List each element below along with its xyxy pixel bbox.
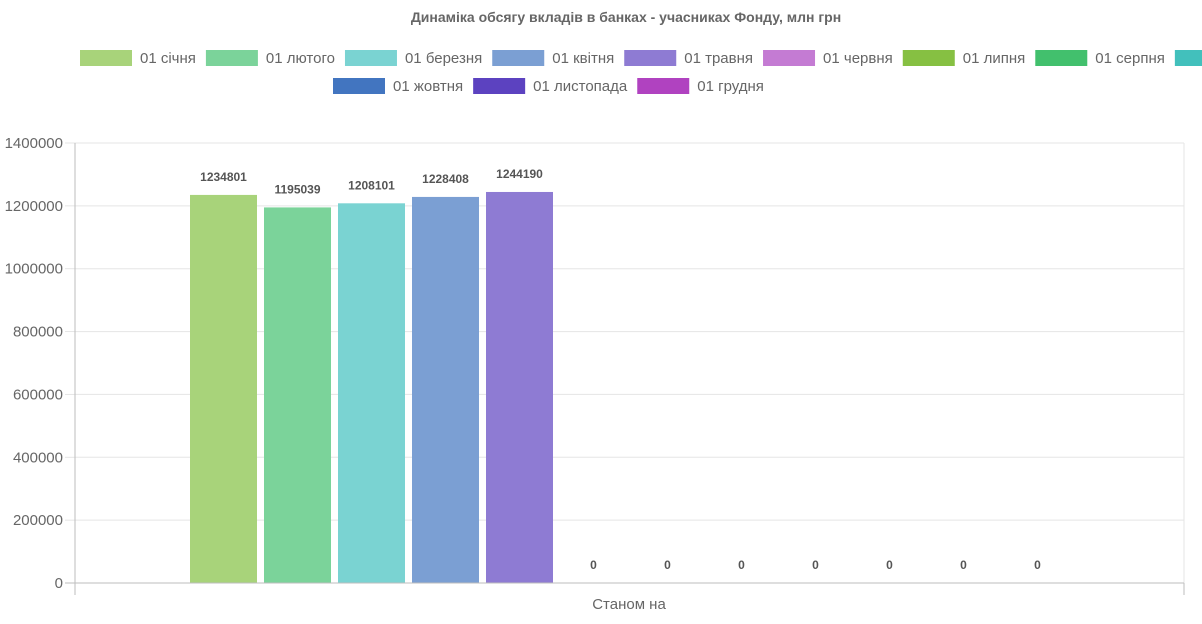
y-tick-label: 1000000	[5, 261, 63, 278]
legend-swatch	[902, 50, 955, 66]
data-label: 1195039	[274, 182, 320, 196]
data-label: 0	[1034, 558, 1041, 572]
legend-item[interactable]: 01 січня	[80, 50, 196, 67]
legend-item[interactable]: 01 жовтня	[333, 78, 463, 95]
data-label: 1244190	[496, 167, 543, 181]
y-tick-label: 200000	[13, 512, 63, 529]
bar[interactable]	[486, 191, 553, 583]
y-tick-label: 1200000	[5, 198, 63, 215]
legend-label: 01 травня	[684, 50, 753, 67]
y-tick-label: 600000	[13, 386, 63, 403]
legend-swatch	[624, 50, 677, 66]
legend-label: 01 квітня	[552, 50, 614, 67]
y-tick-label: 400000	[13, 449, 63, 466]
data-label: 0	[886, 558, 893, 572]
legend-label: 01 лютого	[266, 50, 335, 67]
y-tick-label: 1400000	[5, 135, 63, 152]
grid	[65, 142, 1185, 584]
data-label: 0	[960, 558, 967, 572]
legend-label: 01 липня	[963, 50, 1026, 67]
bars	[190, 191, 553, 584]
data-label: 0	[664, 558, 671, 572]
bar[interactable]	[264, 207, 331, 583]
legend-item[interactable]: 01 серпня	[1035, 50, 1165, 67]
legend-item[interactable]: 01 лютого	[205, 50, 335, 67]
axes: 0 200000 400000 600000 800000 1000000 1200000 1…	[5, 135, 1185, 595]
bar[interactable]	[190, 194, 257, 584]
y-tick-label: 800000	[13, 324, 63, 341]
legend-swatch	[763, 50, 816, 66]
legend-item[interactable]: 01 травня	[624, 50, 753, 67]
bar[interactable]	[412, 196, 479, 584]
legend-label: 01 жовтня	[393, 78, 463, 95]
data-label: 1208101	[348, 178, 395, 192]
legend-item[interactable]: 01 липня	[902, 50, 1026, 67]
legend-item[interactable]: 01 вересня	[1174, 50, 1202, 67]
chart-title: Динаміка обсягу вкладів в банках - учасн…	[411, 9, 841, 25]
data-label: 1234801	[200, 170, 247, 184]
y-tick-label: 0	[55, 575, 63, 592]
legend-item[interactable]: 01 квітня	[492, 50, 614, 67]
legend-label: 01 серпня	[1095, 50, 1165, 67]
data-label: 0	[590, 558, 597, 572]
legend-item[interactable]: 01 березня	[344, 50, 482, 67]
legend-item[interactable]: 01 листопада	[473, 78, 628, 95]
legend-label: 01 листопада	[533, 78, 628, 95]
legend-label: 01 грудня	[697, 78, 764, 95]
legend-swatch	[80, 50, 132, 66]
legend-swatch	[333, 78, 385, 94]
legend-swatch	[473, 78, 526, 94]
data-label: 0	[738, 558, 745, 572]
x-axis-label: Станом на	[592, 596, 666, 613]
bar[interactable]	[338, 203, 405, 584]
legend: 01 січня 01 лютого 01 березня 01 квітня 01 т…	[80, 50, 1202, 95]
data-labels: 1234801 1195039 1208101 1228408 1244190 0 0 0 0 0…	[200, 167, 1041, 572]
legend-swatch	[637, 78, 690, 94]
legend-item[interactable]: 01 червня	[763, 50, 893, 67]
legend-swatch	[344, 50, 397, 66]
legend-label: 01 січня	[140, 50, 196, 67]
legend-label: 01 березня	[405, 50, 482, 67]
legend-swatch	[205, 50, 258, 66]
data-label: 1228408	[422, 172, 469, 186]
legend-item[interactable]: 01 грудня	[637, 78, 764, 95]
legend-swatch	[1035, 50, 1088, 66]
legend-label: 01 червня	[823, 50, 893, 67]
data-label: 0	[812, 558, 819, 572]
legend-swatch	[1174, 50, 1202, 66]
legend-swatch	[492, 50, 545, 66]
